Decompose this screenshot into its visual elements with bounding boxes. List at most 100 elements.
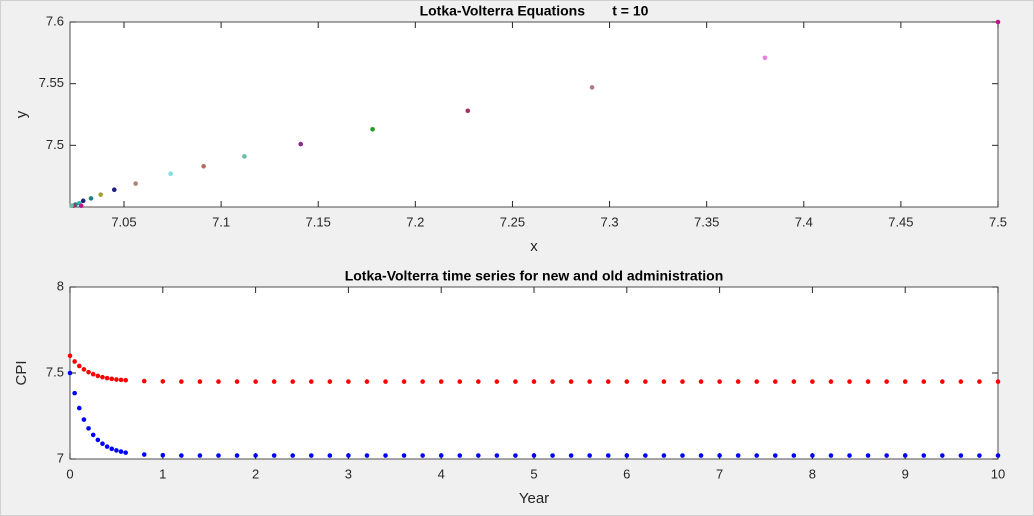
- point: [179, 453, 184, 458]
- point: [114, 448, 119, 453]
- x-axis-label: Year: [519, 490, 549, 507]
- point: [995, 19, 1001, 25]
- point: [624, 453, 630, 458]
- point: [67, 353, 73, 359]
- x-tick-label: 2: [252, 466, 259, 481]
- axes-background: [69, 21, 999, 208]
- point: [902, 453, 908, 458]
- point: [589, 85, 595, 90]
- point: [940, 453, 945, 458]
- point: [698, 379, 704, 384]
- point: [401, 379, 407, 384]
- point: [98, 192, 103, 197]
- point: [865, 379, 871, 384]
- point: [197, 453, 203, 458]
- point: [76, 405, 82, 411]
- point: [90, 371, 96, 377]
- point: [123, 450, 128, 455]
- x-tick-label: 9: [902, 466, 909, 481]
- point: [754, 379, 760, 384]
- chart-title: Lotka-Volterra Equations t = 10: [420, 3, 649, 19]
- point: [86, 426, 91, 431]
- point: [420, 379, 425, 384]
- x-tick-label: 5: [530, 466, 537, 481]
- point: [865, 453, 871, 458]
- point: [86, 369, 91, 375]
- point: [791, 453, 797, 458]
- point: [680, 379, 685, 384]
- point: [754, 453, 760, 458]
- point: [531, 453, 537, 458]
- x-tick-label: 7.25: [500, 214, 525, 229]
- point: [550, 453, 555, 458]
- point: [327, 379, 333, 384]
- point: [67, 370, 73, 376]
- point: [118, 449, 124, 454]
- point: [104, 444, 110, 449]
- point: [513, 379, 518, 384]
- x-tick-label: 4: [438, 466, 445, 481]
- point: [81, 417, 87, 422]
- point: [772, 453, 778, 458]
- point: [977, 379, 982, 384]
- x-tick-label: 0: [66, 466, 73, 481]
- point: [216, 453, 221, 458]
- point: [346, 453, 351, 458]
- x-tick-label: 7.4: [795, 214, 813, 229]
- point: [587, 379, 592, 384]
- x-tick-label: 7.1: [212, 214, 230, 229]
- point: [661, 453, 667, 458]
- point: [531, 379, 537, 384]
- point: [168, 171, 173, 176]
- point: [680, 453, 685, 458]
- x-tick-label: 7.05: [111, 214, 136, 229]
- point: [118, 377, 124, 383]
- point: [457, 453, 463, 458]
- point: [717, 453, 722, 458]
- point: [76, 363, 82, 369]
- point: [902, 379, 908, 384]
- point: [810, 453, 815, 458]
- x-tick-label: 8: [809, 466, 816, 481]
- point: [308, 453, 314, 458]
- point: [383, 453, 388, 458]
- point: [271, 453, 277, 458]
- point: [995, 453, 1001, 458]
- point: [735, 379, 741, 384]
- y-axis-label: CPI: [13, 360, 30, 385]
- point: [587, 453, 592, 458]
- x-tick-label: 1: [159, 466, 166, 481]
- point: [828, 379, 834, 384]
- point: [298, 141, 304, 147]
- point: [109, 446, 115, 452]
- point: [810, 379, 815, 384]
- point: [457, 379, 463, 384]
- point: [253, 379, 258, 384]
- point: [465, 108, 471, 114]
- y-axis-label: y: [13, 110, 30, 118]
- point: [661, 379, 667, 384]
- point: [216, 379, 221, 384]
- point: [884, 453, 889, 458]
- point: [977, 453, 982, 458]
- point: [568, 379, 574, 384]
- point: [605, 379, 611, 384]
- point: [735, 453, 741, 458]
- point: [476, 379, 481, 384]
- point: [242, 154, 247, 159]
- point: [698, 453, 704, 458]
- point: [494, 453, 500, 458]
- point: [401, 453, 407, 458]
- point: [80, 198, 86, 204]
- point: [958, 379, 964, 384]
- point: [271, 379, 277, 384]
- point: [940, 379, 945, 384]
- x-tick-label: 7.45: [888, 214, 913, 229]
- point: [81, 367, 87, 372]
- x-tick-label: 7.2: [406, 214, 424, 229]
- point: [364, 453, 370, 458]
- point: [847, 453, 852, 458]
- point: [346, 379, 351, 384]
- axes-background: [69, 286, 999, 460]
